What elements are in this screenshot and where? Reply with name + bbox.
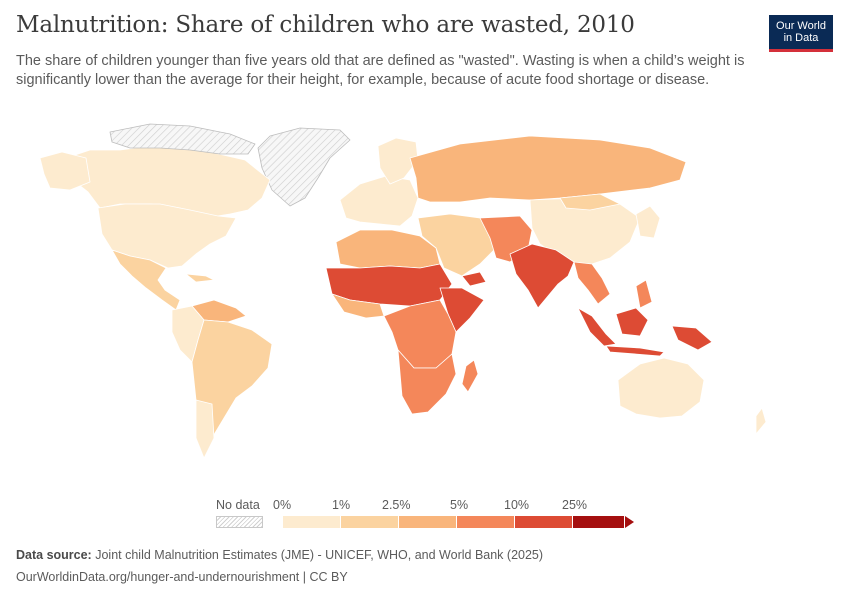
world-map[interactable] <box>0 118 850 498</box>
owid-logo[interactable]: Our World in Data <box>769 15 833 52</box>
region-new-zealand[interactable] <box>755 407 767 435</box>
region-southern-cone[interactable] <box>195 399 215 459</box>
data-source-label: Data source: <box>16 548 92 562</box>
region-scandinavia[interactable] <box>377 137 419 185</box>
logo-line-2: in Data <box>783 32 819 44</box>
region-southern-africa[interactable] <box>397 349 457 415</box>
legend-no-data-swatch[interactable] <box>216 516 263 528</box>
region-new-guinea[interactable] <box>671 325 713 351</box>
map-legend: No data 0% 1% 2.5% 5% 10% 25% <box>214 498 644 534</box>
region-philippines[interactable] <box>635 279 653 309</box>
legend-arrow-icon <box>625 516 634 528</box>
data-source-text[interactable]: Joint child Malnutrition Estimates (JME)… <box>95 548 544 562</box>
legend-tick-2: 2.5% <box>382 498 411 512</box>
region-indonesia-sumatra[interactable] <box>577 307 617 347</box>
chart-subtitle: The share of children younger than five … <box>16 53 745 88</box>
region-yemen[interactable] <box>461 271 487 287</box>
logo-line-1: Our World <box>776 20 826 32</box>
region-indonesia-borneo[interactable] <box>615 307 649 337</box>
chart-title: Malnutrition: Share of children who are … <box>16 12 635 38</box>
legend-no-data-label: No data <box>216 498 260 512</box>
region-japan-korea[interactable] <box>635 205 661 239</box>
region-caribbean[interactable] <box>185 273 215 283</box>
legend-bin-1-2.5[interactable] <box>341 516 399 528</box>
footer-url[interactable]: OurWorldinData.org/hunger-and-undernouri… <box>16 570 348 584</box>
region-arctic-islands[interactable] <box>109 123 256 155</box>
region-alaska[interactable] <box>39 151 91 191</box>
legend-bin-2.5-5[interactable] <box>399 516 457 528</box>
region-southeast-asia[interactable] <box>573 261 611 305</box>
legend-bin-5-10[interactable] <box>457 516 515 528</box>
region-europe[interactable] <box>339 175 419 227</box>
region-middle-east[interactable] <box>417 213 501 277</box>
legend-tick-1: 1% <box>332 498 351 512</box>
data-source-line: Data source: Joint child Malnutrition Es… <box>16 548 543 562</box>
legend-tick-3: 5% <box>450 498 469 512</box>
legend-bin-10-25[interactable] <box>515 516 573 528</box>
region-greenland[interactable] <box>257 127 351 207</box>
region-mexico-central-america[interactable] <box>111 249 181 311</box>
region-central-africa[interactable] <box>383 299 457 369</box>
legend-bin-25-plus[interactable] <box>573 516 625 528</box>
region-south-asia[interactable] <box>509 243 575 309</box>
legend-tick-5: 25% <box>562 498 588 512</box>
legend-tick-4: 10% <box>504 498 530 512</box>
region-indonesia-java[interactable] <box>605 345 665 357</box>
region-madagascar[interactable] <box>461 359 479 393</box>
region-russia[interactable] <box>409 135 687 203</box>
legend-tick-0: 0% <box>273 498 292 512</box>
region-mongolia[interactable] <box>559 193 621 211</box>
region-australia[interactable] <box>617 357 705 419</box>
legend-bin-0-1[interactable] <box>283 516 341 528</box>
